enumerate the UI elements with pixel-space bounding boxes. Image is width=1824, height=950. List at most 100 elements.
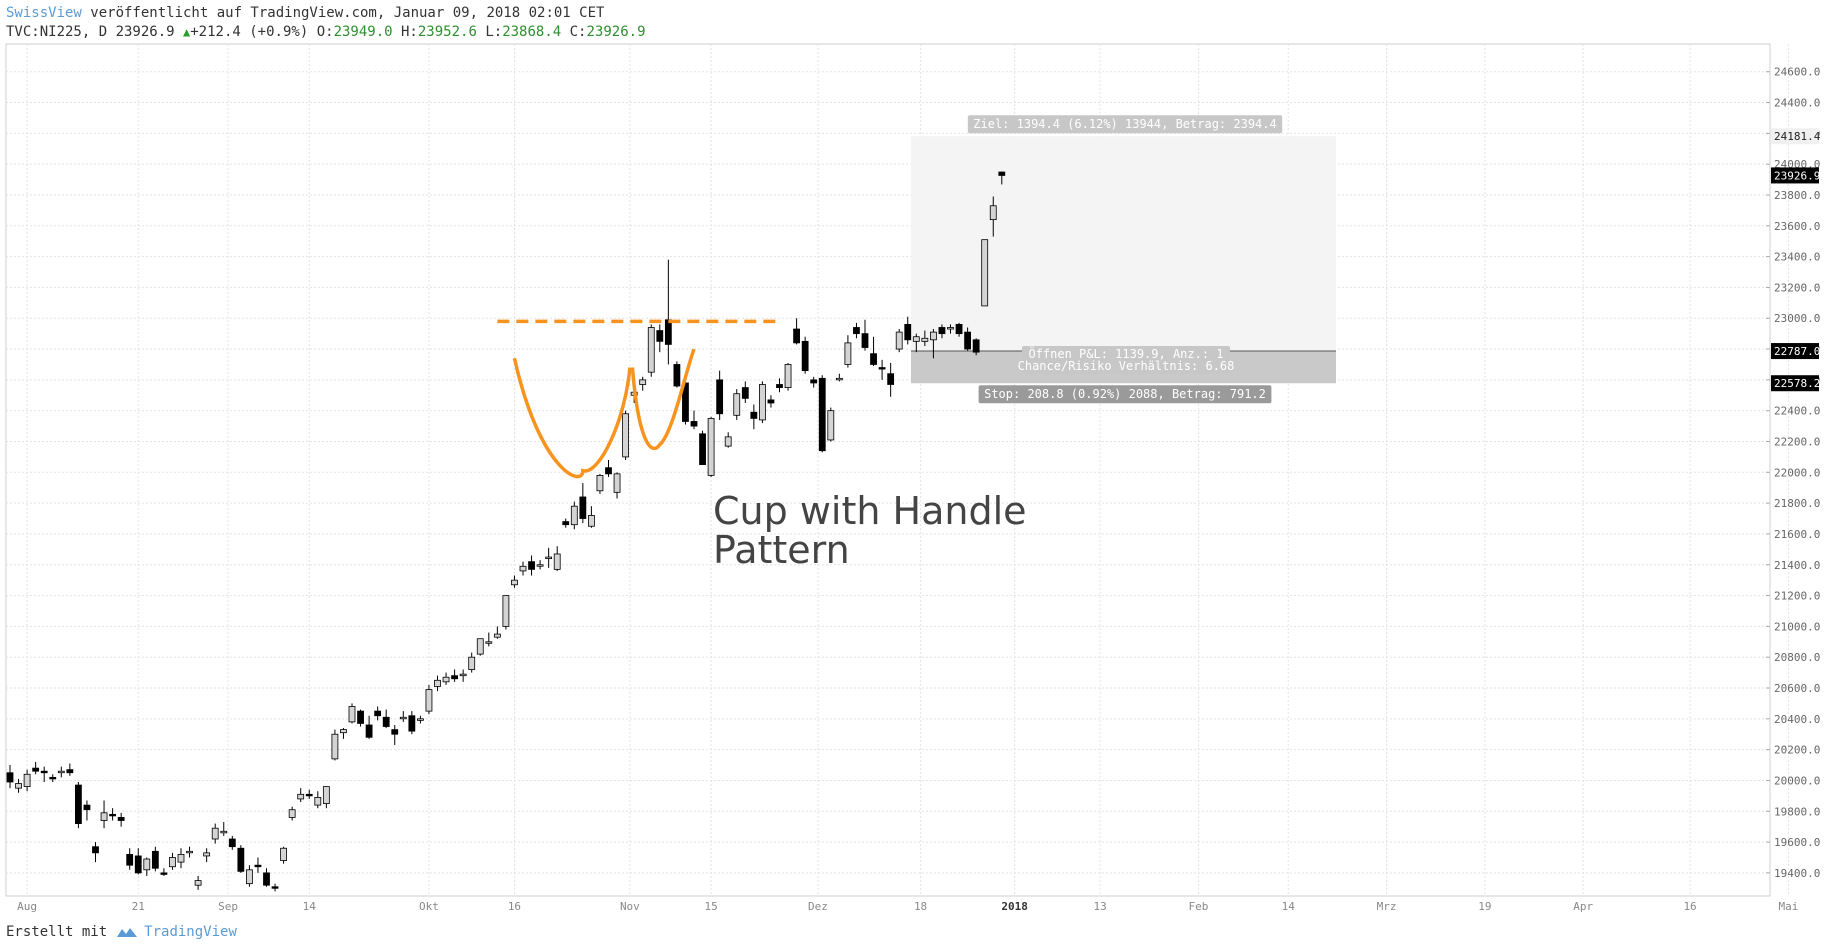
candle-body (930, 331, 937, 341)
y-tick-label: 21400.0 (1774, 559, 1820, 572)
candle-body (827, 410, 835, 441)
candle-body (228, 838, 236, 848)
candle-body (442, 676, 450, 683)
symbol-text: TVC:NI225, D 23926.9 (6, 24, 175, 40)
pattern-title-line2: Pattern (713, 528, 850, 572)
y-tick-label: 20600.0 (1774, 682, 1820, 695)
candle-body (40, 770, 48, 774)
candle-body (57, 770, 65, 774)
x-tick-label: Apr (1573, 900, 1593, 913)
candle-body (878, 367, 886, 370)
candle-body (66, 769, 74, 774)
low-label: L: (476, 24, 503, 40)
candle-body (741, 387, 749, 399)
stop-label-bg (978, 385, 1272, 404)
tradingview-cloud-icon (117, 928, 138, 937)
candle-body (382, 716, 390, 727)
chart-header: SwissView veröffentlicht auf TradingView… (6, 4, 646, 42)
publish-line: SwissView veröffentlicht auf TradingView… (6, 4, 646, 23)
candle-body (716, 379, 724, 415)
x-tick-label: 14 (303, 900, 317, 913)
candle-body (861, 333, 869, 348)
high-label: H: (392, 24, 418, 40)
y-tick-label: 19400.0 (1774, 867, 1820, 880)
candle-body (391, 729, 399, 735)
x-tick-label: 16 (1683, 900, 1696, 913)
candle-body (186, 850, 193, 854)
y-tick-label: 21000.0 (1774, 620, 1820, 633)
candle-body (459, 673, 467, 677)
target-price-tag-bg (1771, 128, 1819, 145)
candle-body (109, 813, 116, 817)
candle-body (707, 417, 715, 476)
stop-price-tag: 22578.2 (1774, 377, 1820, 390)
candle-body (126, 854, 134, 866)
candles (6, 171, 1006, 892)
x-tick-label: 15 (704, 900, 717, 913)
target-label: Ziel: 1394.4 (6.12%) 13944, Betrag: 2394… (973, 117, 1276, 131)
candle-body (784, 364, 792, 388)
candle-body (169, 857, 176, 868)
candle-body (399, 716, 407, 720)
x-tick-label: Okt (419, 900, 439, 913)
last-price-tag-bg (1771, 167, 1819, 184)
candle-body (904, 324, 912, 341)
candle-body (305, 793, 313, 797)
y-tick-label: 22200.0 (1774, 435, 1820, 448)
stop-price-tag-bg (1771, 375, 1819, 392)
candle-body (955, 324, 963, 335)
candle-body (271, 886, 279, 889)
plot-frame (5, 43, 1771, 897)
candle-body (690, 421, 698, 427)
time-axis: Aug 21 Sep 14 Okt 16 Nov 15 Dez 18 2018 13 Feb 14 Mrz 1… (17, 900, 1798, 913)
candle-body (647, 327, 655, 373)
entry-price-tag: 22787.0 (1774, 345, 1820, 358)
candle-body (416, 718, 424, 721)
candle-body (673, 364, 681, 387)
x-tick-label: 13 (1094, 900, 1107, 913)
candle-body (818, 377, 826, 452)
candle-body (83, 804, 91, 811)
change-text: +212.4 (+0.9%) (190, 24, 309, 40)
x-tick-label: Feb (1189, 900, 1209, 913)
candle-body (536, 564, 544, 567)
x-tick-label: 21 (132, 900, 145, 913)
candle-body (280, 847, 288, 861)
candle-body (160, 872, 168, 875)
candle-body (767, 399, 775, 404)
y-tick-label: 20200.0 (1774, 744, 1820, 757)
candle-body (408, 715, 416, 732)
candle-body (237, 847, 245, 872)
y-tick-label: 19600.0 (1774, 836, 1820, 849)
candle-body (528, 561, 535, 570)
candle-body (493, 633, 501, 638)
candle-body (425, 689, 433, 712)
candle-body (143, 858, 151, 871)
cup-handle-pattern (497, 319, 780, 479)
tradingview-brand: TradingView (144, 924, 237, 940)
candle-body (605, 467, 612, 475)
y-tick-label: 21600.0 (1774, 528, 1820, 541)
candle-body (562, 521, 570, 526)
candle-body (844, 342, 852, 365)
candle-body (912, 336, 920, 342)
target-price-tag: 24181.4 (1774, 130, 1821, 143)
pattern-title-line1: Cup with Handle (713, 489, 1027, 533)
change-up-icon: ▲ (183, 25, 191, 39)
publisher-link[interactable]: SwissView (6, 5, 82, 21)
candle-body (194, 880, 202, 886)
candle-body (947, 327, 954, 330)
y-tick-label: 23400.0 (1774, 251, 1820, 264)
candle-body (297, 793, 305, 800)
x-tick-label: Aug (17, 900, 37, 913)
x-tick-label: Mai (1778, 900, 1798, 913)
tradingview-link[interactable]: TradingView (115, 924, 237, 940)
candle-body (887, 373, 895, 385)
x-tick-label: 14 (1282, 900, 1296, 913)
candle-body (331, 733, 339, 760)
close-label: C: (561, 24, 587, 40)
x-tick-label: Nov (620, 900, 640, 913)
x-tick-label: 18 (914, 900, 927, 913)
candle-body (15, 783, 22, 789)
